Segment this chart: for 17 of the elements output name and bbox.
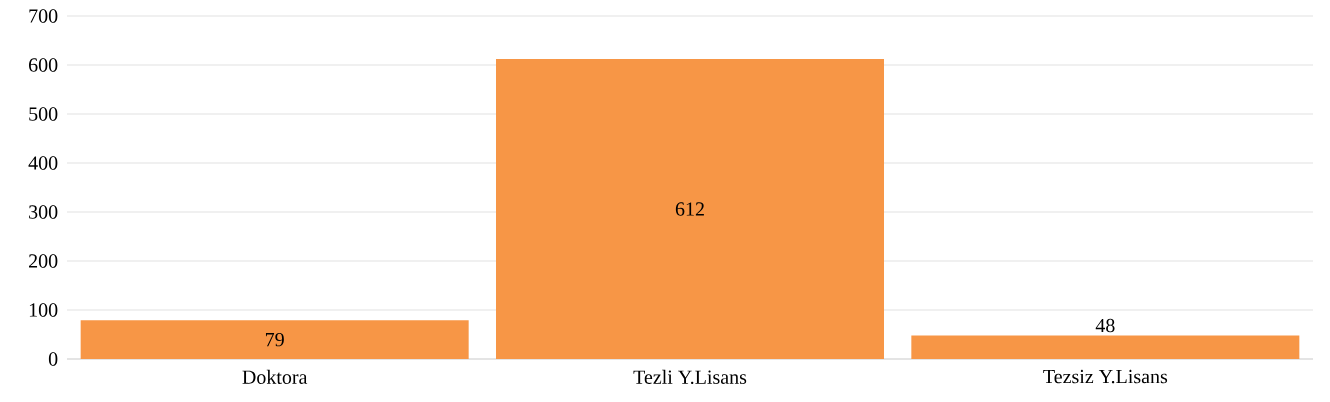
bar bbox=[80, 320, 469, 359]
data-label: 79 bbox=[265, 332, 284, 347]
bar bbox=[911, 335, 1300, 359]
y-tick-label: 100 bbox=[29, 303, 58, 317]
bar bbox=[496, 59, 884, 359]
y-tick-label: 400 bbox=[28, 156, 58, 170]
y-tick-label: 200 bbox=[29, 254, 58, 268]
y-tick-label: 500 bbox=[29, 107, 58, 121]
y-tick-label: 600 bbox=[28, 58, 58, 72]
y-tick-label: 0 bbox=[48, 352, 58, 366]
x-tick-label: Tezsiz Y.Lisans bbox=[1043, 369, 1168, 384]
y-tick-label: 300 bbox=[29, 205, 58, 219]
x-tick-label: Doktora bbox=[242, 369, 308, 384]
data-label: 48 bbox=[1095, 318, 1115, 333]
x-tick-label: Tezli Y.Lisans bbox=[633, 369, 747, 385]
data-label: 612 bbox=[675, 202, 704, 216]
y-tick-label: 700 bbox=[29, 9, 58, 23]
